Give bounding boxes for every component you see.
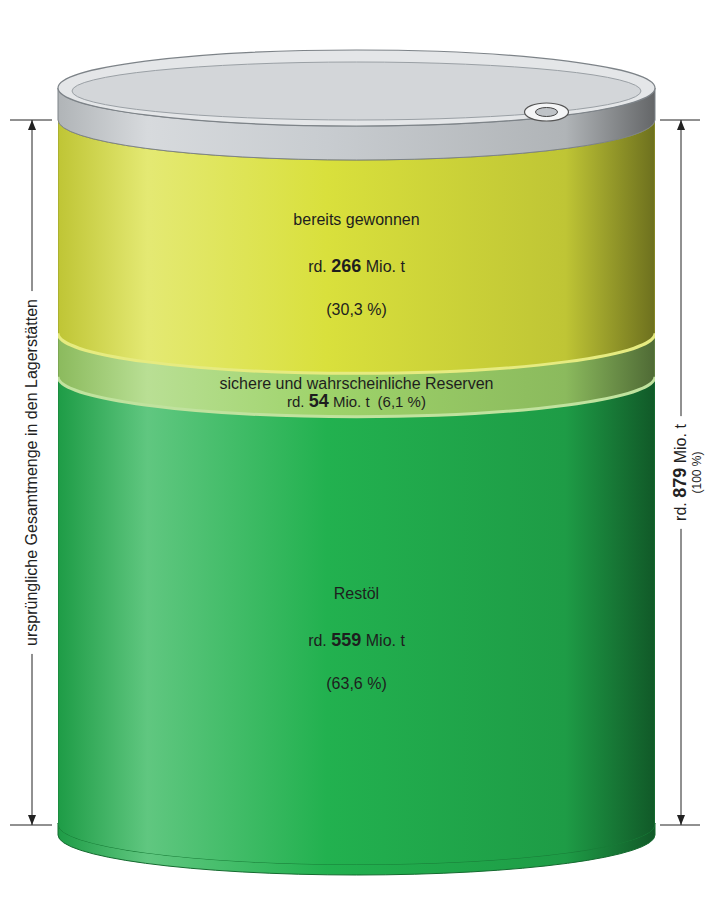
barrel-lid [72,62,641,120]
dimension-arrow [28,815,36,825]
dimension-end [660,120,700,121]
barrel-bung [525,103,569,121]
segment-share-label: (63,6 %) [326,675,386,692]
dimension-end [10,120,52,121]
dimension-end [660,825,700,826]
segment-name: Restöl [334,585,379,602]
label-part: Mio. t [361,258,405,275]
dimension-line [681,120,682,416]
label-part: rd. [308,632,331,649]
label-number: 879 [670,468,690,498]
segment [58,377,655,865]
label-part: Mio. t [361,632,405,649]
barrel-lid-rim [58,50,655,126]
dimension-arrow [28,120,36,130]
label-part: rd. [308,258,331,275]
label-part: Mio. t [672,424,689,468]
dimension-arrow [677,815,685,825]
label-number: 266 [331,256,361,276]
label-part: rd. [287,393,309,410]
dimension-arrow [677,120,685,130]
total-label-group: rd. 879 Mio. t(100 %) [670,424,704,521]
total-label: rd. 879 Mio. t [670,424,690,521]
chart-root: Restöl rd. 559 Mio. t (63,6 %) sichere und … [0,0,709,909]
axis-title: ursprüngliche Gesamtmenge in den Lagerst… [23,299,40,646]
dimension-line [32,120,33,291]
hoop [58,333,655,373]
segment-value-label: rd. 266 Mio. t [308,256,405,276]
dimension-line [32,654,33,825]
segment-share-label: (30,3 %) [326,301,386,318]
segment-value-label: rd. 559 Mio. t [308,630,405,650]
dimension-end [10,825,52,826]
label-number: 559 [331,630,361,650]
total-share-label: (100 %) [690,451,704,493]
dimension-line [681,529,682,825]
barrel-bung-inner [536,108,558,117]
segments [58,120,655,865]
segment-value-label: rd. 54 Mio. t [287,391,370,411]
segment-share-label: (6,1 %) [378,393,426,410]
label-part: Mio. t [329,393,371,410]
segment-name: sichere und wahrscheinliche Reserven [220,375,494,392]
label-part: rd. [672,498,689,521]
segment-name: bereits gewonnen [293,211,419,228]
label-number: 54 [309,391,329,411]
